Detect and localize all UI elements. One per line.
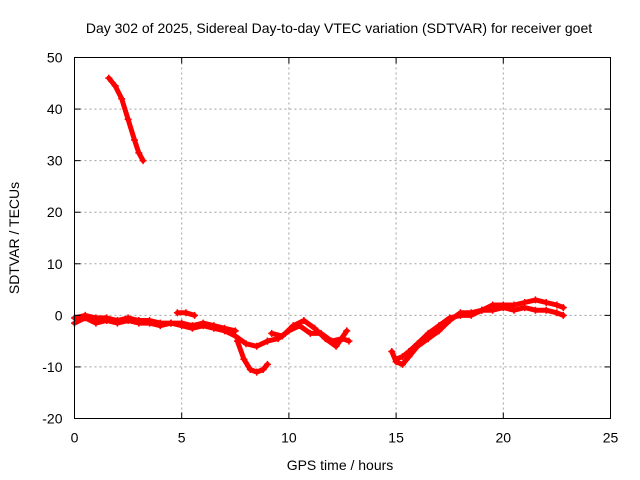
data-point <box>156 319 164 327</box>
data-point <box>399 353 407 361</box>
x-tick-label: 15 <box>388 430 404 446</box>
data-point <box>499 304 507 312</box>
data-point <box>559 304 567 312</box>
data-point <box>300 317 308 325</box>
data-point <box>178 319 186 327</box>
y-tick-label: -20 <box>42 411 62 427</box>
data-point <box>542 306 550 314</box>
x-tick-label: 10 <box>281 430 297 446</box>
y-tick-label: 50 <box>47 50 63 66</box>
data-point <box>103 314 111 322</box>
y-tick-label: 0 <box>55 307 63 323</box>
data-point <box>531 306 539 314</box>
x-tick-label: 0 <box>71 430 79 446</box>
data-point <box>268 329 276 337</box>
data-point <box>124 314 132 322</box>
y-tick-label: 40 <box>47 101 63 117</box>
data-point <box>306 329 314 337</box>
x-tick-label: 25 <box>603 430 619 446</box>
data-point <box>278 332 286 340</box>
data-point <box>191 311 199 319</box>
data-point <box>167 319 175 327</box>
data-point <box>139 157 147 165</box>
data-point <box>311 324 319 332</box>
data-point <box>542 298 550 306</box>
data-point <box>388 347 396 355</box>
data-point <box>92 314 100 322</box>
data-point <box>246 366 254 374</box>
y-tick-label: 10 <box>47 256 63 272</box>
y-axis-label: SDTVAR / TECUs <box>6 182 22 294</box>
data-point <box>210 322 218 330</box>
tick-layer: 0 5 10 15 20 25 -20 -10 0 10 20 30 40 50 <box>42 50 618 446</box>
data-point <box>146 317 154 325</box>
data-point <box>559 311 567 319</box>
data-point <box>553 301 561 309</box>
data-point <box>531 296 539 304</box>
x-tick-label: 5 <box>178 430 186 446</box>
data-point <box>113 317 121 325</box>
data-point <box>399 360 407 368</box>
data-point <box>259 366 267 374</box>
data-point <box>81 311 89 319</box>
data-point <box>289 322 297 330</box>
data-point <box>199 319 207 327</box>
data-point <box>131 136 139 144</box>
data-point <box>231 327 239 335</box>
data-point <box>435 322 443 330</box>
grid-layer <box>74 57 611 419</box>
data-point <box>135 317 143 325</box>
data-point <box>553 309 561 317</box>
series-main-band-b <box>72 312 238 334</box>
chart-title: Day 302 of 2025, Sidereal Day-to-day VTE… <box>86 20 592 36</box>
data-point <box>392 355 400 363</box>
data-point <box>414 340 422 348</box>
data-point <box>118 95 126 103</box>
data-point <box>478 306 486 314</box>
series-layer <box>71 74 567 376</box>
data-point <box>105 74 113 82</box>
data-point <box>321 335 329 343</box>
y-tick-label: -10 <box>42 359 62 375</box>
data-point <box>345 337 353 345</box>
data-point <box>446 314 454 322</box>
data-point <box>221 324 229 332</box>
plot-frame <box>74 57 611 419</box>
data-point <box>135 149 143 157</box>
data-point <box>124 115 132 123</box>
data-point <box>263 337 271 345</box>
y-tick-label: 20 <box>47 204 63 220</box>
data-point <box>424 329 432 337</box>
data-point <box>332 342 340 350</box>
data-point <box>111 82 119 90</box>
data-point <box>173 309 181 317</box>
data-point <box>405 347 413 355</box>
y-tick-label: 30 <box>47 153 63 169</box>
data-point <box>242 340 250 348</box>
x-axis-label: GPS time / hours <box>287 457 394 473</box>
data-point <box>253 368 261 376</box>
series-mid-cluster-b <box>269 318 350 349</box>
data-point <box>240 355 248 363</box>
x-tick-label: 20 <box>496 430 512 446</box>
data-point <box>233 337 241 345</box>
data-point <box>489 306 497 314</box>
data-point <box>263 360 271 368</box>
data-point <box>182 309 190 317</box>
data-point <box>521 304 529 312</box>
data-point <box>456 311 464 319</box>
data-point <box>467 311 475 319</box>
data-point <box>253 342 261 350</box>
data-point <box>343 327 351 335</box>
data-point <box>188 322 196 330</box>
data-point <box>510 306 518 314</box>
